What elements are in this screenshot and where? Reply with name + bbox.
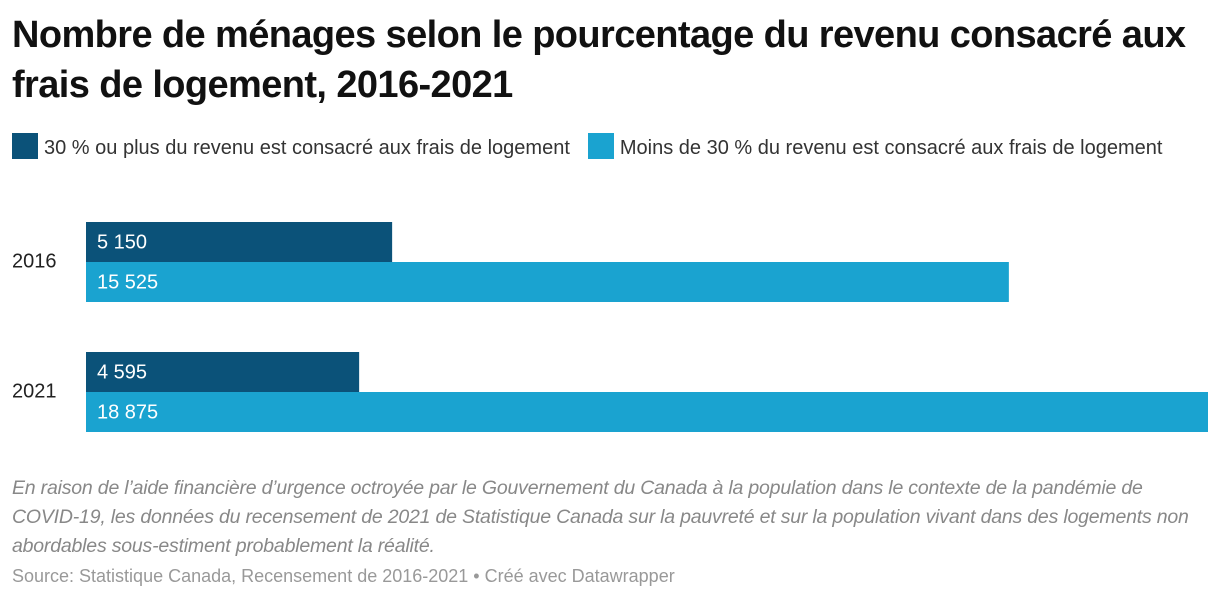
y-tick-label: 2021 [12,380,57,402]
bar [86,392,1208,432]
legend-swatch [587,133,614,159]
legend-item: Moins de 30 % du revenu est consacré aux… [587,133,1163,159]
value-label: 15 525 [97,271,158,293]
legend-swatch [12,133,38,159]
y-tick-label: 2016 [12,250,57,272]
notes: En raison de l’aide financière d’urgence… [12,477,1189,557]
bar [86,262,1009,302]
legend-label: Moins de 30 % du revenu est consacré aux… [619,137,1163,159]
chart: 2016 5 150 15 525 2021 4 595 18 875 [12,222,1208,432]
source: Source: Statistique Canada, Recensement … [12,566,675,586]
value-label: 5 150 [97,231,147,253]
bar [86,222,393,262]
chart-title: Nombre de ménages selon le pourcentage d… [12,14,1186,106]
legend-label: 30 % ou plus du revenu est consacré aux … [44,137,570,159]
bar [86,352,360,392]
legend: 30 % ou plus du revenu est consacré aux … [12,130,1208,166]
value-label: 4 595 [97,361,147,383]
value-label: 18 875 [97,401,158,423]
legend-item: 30 % ou plus du revenu est consacré aux … [12,133,570,159]
